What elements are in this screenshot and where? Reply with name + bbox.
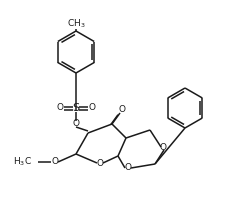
Text: O: O	[57, 103, 64, 112]
Text: O: O	[89, 103, 96, 112]
Text: O: O	[96, 158, 104, 167]
Text: O: O	[124, 163, 131, 172]
Text: O: O	[160, 144, 166, 153]
Text: CH$_3$: CH$_3$	[67, 18, 85, 30]
Text: O: O	[72, 120, 79, 129]
Text: O: O	[52, 158, 59, 167]
Text: S: S	[72, 103, 79, 113]
Text: O: O	[118, 106, 126, 115]
Text: H$_3$C: H$_3$C	[13, 156, 32, 168]
